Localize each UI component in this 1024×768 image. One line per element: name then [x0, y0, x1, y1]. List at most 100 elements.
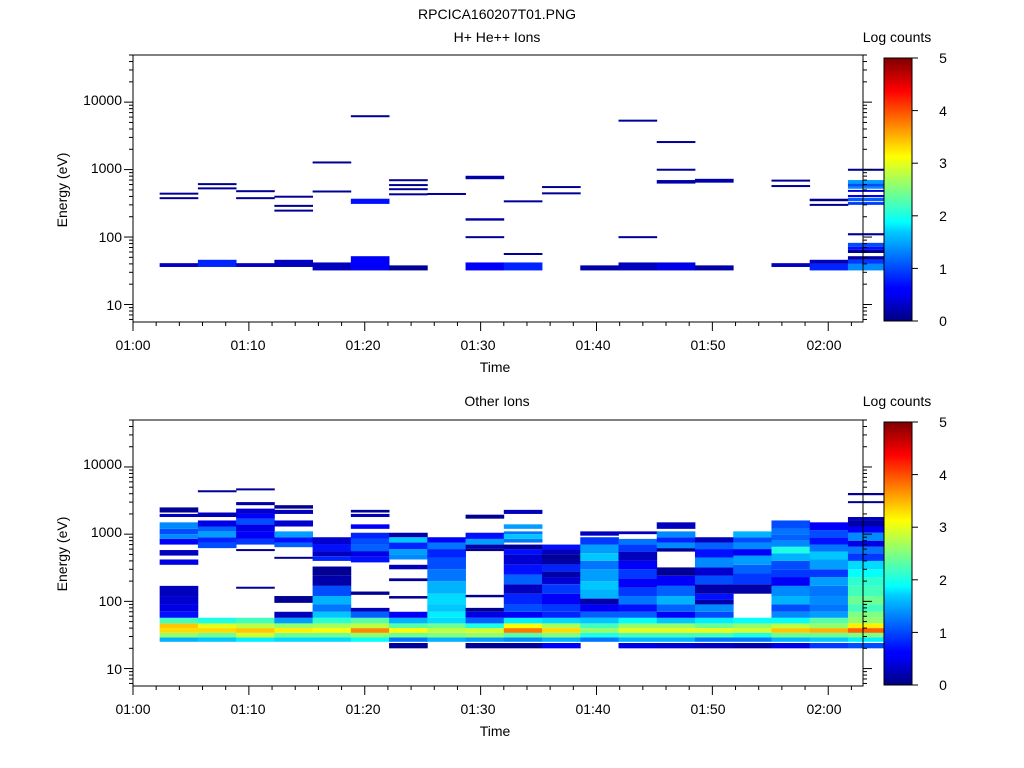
- heatmap-cell: [274, 509, 314, 514]
- heatmap-cell: [847, 242, 887, 247]
- heatmap-cell: [427, 542, 466, 550]
- heatmap-cell: [656, 575, 696, 586]
- heatmap-cell: [771, 637, 811, 642]
- heatmap-cell: [274, 628, 314, 633]
- heatmap-cell: [465, 623, 505, 629]
- heatmap-cell: [656, 548, 696, 552]
- heatmap-cell: [503, 200, 543, 203]
- heatmap-cell: [503, 617, 543, 624]
- colorbar-tick-label: 5: [939, 50, 947, 66]
- heatmap-cell: [847, 492, 887, 496]
- panel-1-y-tick-labels: 10 100 1000 10000: [83, 92, 122, 313]
- colorbar-tick-label: 4: [939, 103, 947, 119]
- x-tick-label: 01:00: [115, 701, 150, 717]
- heatmap-cell: [580, 598, 619, 605]
- heatmap-cell: [656, 531, 696, 538]
- heatmap-cell: [350, 632, 390, 638]
- heatmap-cell: [312, 628, 352, 633]
- x-tick-label: 02:00: [806, 337, 841, 353]
- heatmap-cell: [389, 643, 428, 649]
- panel-2-plot-frame: [132, 419, 864, 687]
- heatmap-cell: [465, 611, 505, 618]
- heatmap-cell: [503, 637, 543, 642]
- panel-1-colorbar-label: Log counts: [863, 29, 932, 45]
- colorbar-tick-label: 2: [939, 572, 947, 588]
- heatmap-cell: [312, 623, 352, 629]
- heatmap-cell: [809, 577, 849, 586]
- heatmap-cell: [159, 534, 199, 539]
- heatmap-cell: [542, 577, 581, 585]
- heatmap-cell: [236, 549, 275, 552]
- heatmap-cell: [618, 637, 658, 642]
- panel-2-title: Other Ions: [464, 393, 529, 409]
- heatmap-cell: [389, 628, 428, 633]
- heatmap-cell: [733, 549, 772, 556]
- heatmap-cell: [694, 542, 734, 550]
- x-tick-label: 01:20: [345, 701, 380, 717]
- colorbar-tick-label: 2: [939, 208, 947, 224]
- heatmap-cell: [465, 637, 505, 642]
- y-tick-label: 1000: [91, 160, 122, 176]
- panel-1-title: H+ He++ Ions: [454, 29, 541, 45]
- heatmap-cell: [465, 607, 505, 612]
- panel-2-colorbar-ticks: [912, 421, 918, 686]
- heatmap-cell: [618, 262, 658, 271]
- figure-title: RPCICA160207T01.PNG: [418, 6, 576, 22]
- heatmap-cell: [771, 585, 811, 597]
- heatmap-cell: [236, 488, 275, 491]
- heatmap-cell: [274, 531, 314, 538]
- heatmap-cell: [312, 575, 352, 586]
- heatmap-cell: [542, 611, 581, 618]
- heatmap-cell: [503, 549, 543, 555]
- x-tick-label: 01:30: [460, 337, 495, 353]
- heatmap-cell: [771, 179, 811, 182]
- heatmap-cell: [465, 218, 505, 221]
- heatmap-cell: [618, 643, 658, 649]
- heatmap-cell: [159, 617, 199, 624]
- heatmap-cell: [847, 546, 887, 554]
- heatmap-cell: [465, 548, 505, 552]
- heatmap-cell: [350, 628, 390, 633]
- heatmap-cell: [580, 581, 619, 590]
- heatmap-cell: [694, 178, 734, 183]
- heatmap-cell: [733, 637, 772, 642]
- heatmap-cell: [159, 637, 199, 642]
- heatmap-cell: [503, 509, 543, 514]
- heatmap-cell: [656, 611, 696, 618]
- heatmap-cell: [694, 575, 734, 585]
- x-tick-label: 01:10: [230, 701, 265, 717]
- heatmap-cell: [274, 623, 314, 629]
- heatmap-cell: [771, 611, 811, 618]
- heatmap-cell: [694, 604, 734, 612]
- heatmap-cell: [350, 611, 390, 618]
- panel-1-colorbar: [883, 57, 913, 322]
- heatmap-cell: [771, 185, 811, 188]
- heatmap-cell: [847, 202, 887, 205]
- heatmap-cell: [694, 611, 734, 618]
- heatmap-cell: [847, 553, 887, 561]
- heatmap-cell: [771, 643, 811, 649]
- heatmap-cell: [236, 531, 275, 539]
- heatmap-cell: [197, 628, 237, 633]
- heatmap-cell: [847, 585, 887, 597]
- heatmap-cell: [580, 611, 619, 618]
- heatmap-cell: [503, 534, 543, 539]
- heatmap-cell: [503, 611, 543, 618]
- heatmap-cell: [312, 556, 352, 561]
- heatmap-cell: [580, 537, 619, 545]
- heatmap-cell: [389, 549, 428, 555]
- heatmap-cell: [733, 643, 772, 649]
- heatmap-cell: [771, 528, 811, 535]
- heatmap-cell: [350, 623, 390, 629]
- heatmap-cell: [809, 643, 849, 649]
- heatmap-cell: [542, 584, 581, 594]
- heatmap-cell: [847, 197, 887, 202]
- heatmap-cell: [618, 604, 658, 612]
- heatmap-cell: [847, 186, 887, 189]
- heatmap-cell: [503, 531, 543, 535]
- heatmap-cell: [503, 632, 543, 638]
- heatmap-cell: [389, 564, 428, 570]
- heatmap-cell: [159, 550, 199, 556]
- heatmap-cell: [847, 180, 887, 184]
- heatmap-cell: [618, 617, 658, 624]
